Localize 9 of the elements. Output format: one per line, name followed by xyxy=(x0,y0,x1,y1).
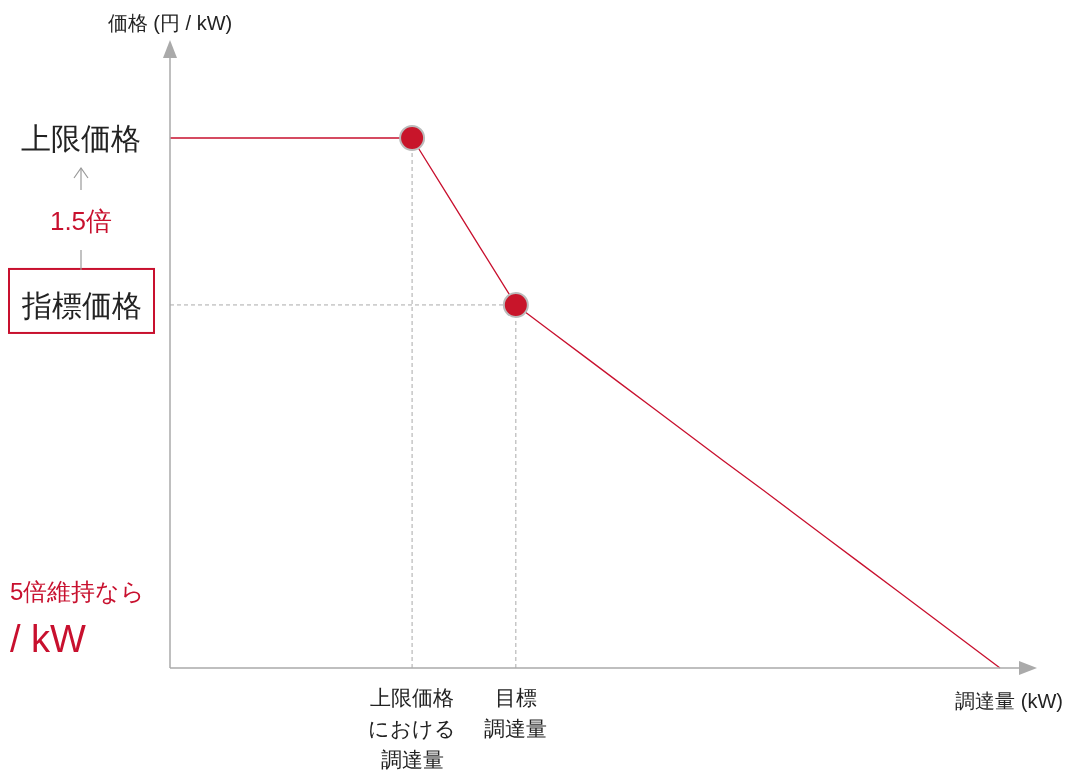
x-axis-title: 調達量 (kW) xyxy=(955,690,1063,712)
text: 5倍維持なら xyxy=(10,578,146,605)
x-tick-label: 目標調達量 xyxy=(484,686,548,740)
text: 1.5倍 xyxy=(49,206,113,236)
ref-line-label: 指標価格 xyxy=(20,288,142,322)
text: / kW xyxy=(10,618,87,660)
x-tick-label: 上限価格における調達量 xyxy=(368,686,457,771)
text: 上限価格 xyxy=(21,122,141,155)
text: 価格 (円 / kW) xyxy=(107,12,233,34)
